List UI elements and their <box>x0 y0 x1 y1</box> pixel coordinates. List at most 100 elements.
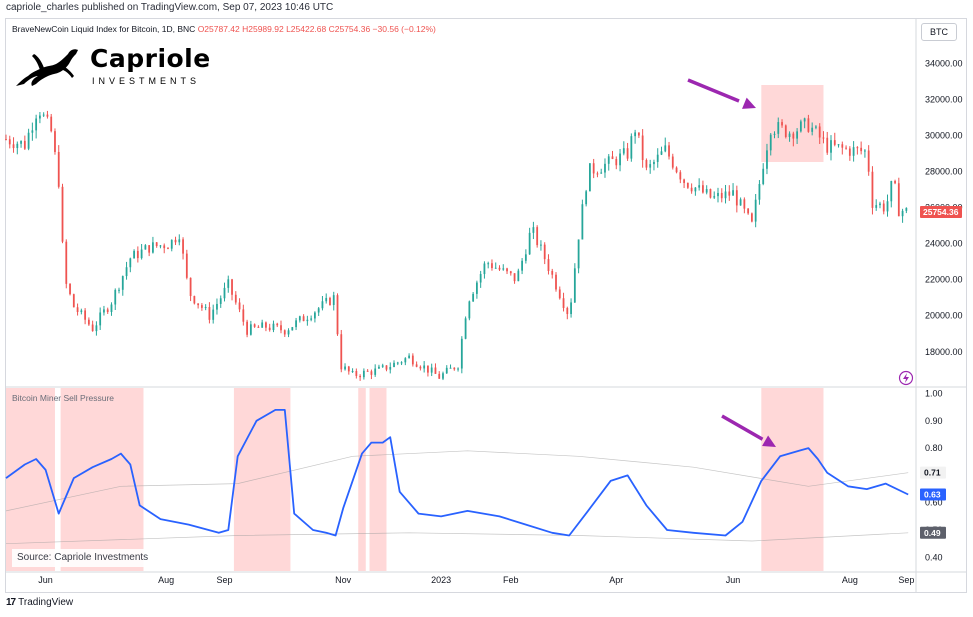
candle-body <box>788 133 791 137</box>
time-tick-label: Nov <box>335 575 352 585</box>
last-price-badge <box>920 206 962 219</box>
candle-body <box>219 298 222 304</box>
candle-body <box>796 131 799 139</box>
candle-body <box>604 163 606 173</box>
capriole-logo: Capriole INVESTMENTS <box>14 42 214 90</box>
logo-tagline: INVESTMENTS <box>92 76 201 86</box>
price-tick-label: 20000.00 <box>925 311 963 321</box>
candle-body <box>193 296 196 304</box>
candle-body <box>415 364 418 367</box>
tradingview-label: TradingView <box>18 597 74 608</box>
indicator-tick-label: 0.90 <box>925 416 943 426</box>
candle-body <box>683 179 685 183</box>
candle-body <box>845 147 847 149</box>
candle-body <box>766 150 768 169</box>
indicator-highlight-band <box>358 388 366 571</box>
candle-body <box>20 140 22 144</box>
candle-body <box>506 268 508 272</box>
annotation-arrow-shaft <box>721 414 764 441</box>
symbol-name: BraveNewCoin Liquid Index for Bitcoin, 1… <box>12 24 196 34</box>
candle-body <box>762 168 765 184</box>
candle-body <box>491 263 493 269</box>
candle-body <box>276 323 279 326</box>
candle-body <box>886 201 889 212</box>
candle-body <box>509 271 512 274</box>
tradingview-brand[interactable]: 17 TradingView <box>6 597 73 608</box>
candle-body <box>378 366 380 369</box>
candle-body <box>246 321 248 335</box>
candle-body <box>163 245 166 249</box>
candle-body <box>615 158 618 166</box>
candle-body <box>867 150 870 172</box>
candle-body <box>566 307 569 315</box>
candle-body <box>182 239 184 254</box>
currency-badge[interactable]: BTC <box>921 23 957 41</box>
candle-body <box>302 316 305 322</box>
candle-body <box>23 140 26 149</box>
candle-body <box>99 312 102 326</box>
candle-body <box>717 192 719 197</box>
candle-body <box>551 270 554 275</box>
candle-body <box>521 260 523 271</box>
candle-body <box>216 303 218 310</box>
ohlc-values: O25787.42 H25989.92 L25422.68 C25754.36 … <box>197 24 436 34</box>
candle-body <box>69 283 71 295</box>
indicator-reference-line <box>5 450 909 512</box>
lightning-icon-bolt <box>903 373 909 383</box>
price-tick-label: 22000.00 <box>925 275 963 285</box>
candle-body <box>837 144 840 146</box>
horse-icon <box>16 49 78 86</box>
candle-body <box>31 130 34 133</box>
miner-sell-pressure-line <box>5 409 909 537</box>
candle-body <box>355 371 358 376</box>
candle-body <box>385 365 388 370</box>
candle-body <box>860 147 863 152</box>
candle-body <box>634 132 637 137</box>
candle-body <box>705 189 708 193</box>
candle-body <box>314 312 316 319</box>
candle-body <box>144 245 147 250</box>
candle-body <box>65 241 68 284</box>
time-tick-label: Jun <box>38 575 53 585</box>
candle-body <box>773 133 776 135</box>
candle-body <box>528 232 531 255</box>
logo-wordmark: Capriole <box>90 44 211 73</box>
time-tick-label: Sep <box>216 575 232 585</box>
candle-body <box>803 118 806 122</box>
candle-body <box>754 199 757 222</box>
candle-body <box>856 147 859 149</box>
candle-body <box>532 227 535 233</box>
candle-body <box>815 126 817 128</box>
candle-body <box>321 301 324 309</box>
price-tick-label: 34000.00 <box>925 58 963 68</box>
candle-body <box>272 323 275 331</box>
candle-body <box>136 250 139 259</box>
candle-body <box>679 172 682 180</box>
indicator-tick-label: 0.60 <box>925 498 943 508</box>
candle-body <box>118 289 120 291</box>
candle-body <box>434 367 437 374</box>
symbol-info[interactable]: BraveNewCoin Liquid Index for Bitcoin, 1… <box>12 24 436 34</box>
indicator-value-badge <box>920 526 946 539</box>
candle-body <box>581 204 584 240</box>
candle-body <box>536 227 539 246</box>
candle-body <box>148 245 151 253</box>
candle-body <box>502 268 505 270</box>
candle-body <box>359 375 362 378</box>
candle-body <box>242 309 245 322</box>
price-tick-label: 28000.00 <box>925 167 963 177</box>
lightning-icon[interactable] <box>898 370 914 386</box>
candle-body <box>347 366 350 372</box>
candle-body <box>841 144 844 148</box>
candle-body <box>596 173 599 175</box>
candle-body <box>570 302 572 315</box>
candle-body <box>155 242 158 247</box>
time-tick-label: Apr <box>609 575 623 585</box>
candle-body <box>167 248 169 250</box>
candle-body <box>479 274 482 283</box>
candle-body <box>517 270 520 282</box>
candle-body <box>106 309 109 312</box>
candle-body <box>641 135 644 161</box>
candle-body <box>174 239 177 243</box>
